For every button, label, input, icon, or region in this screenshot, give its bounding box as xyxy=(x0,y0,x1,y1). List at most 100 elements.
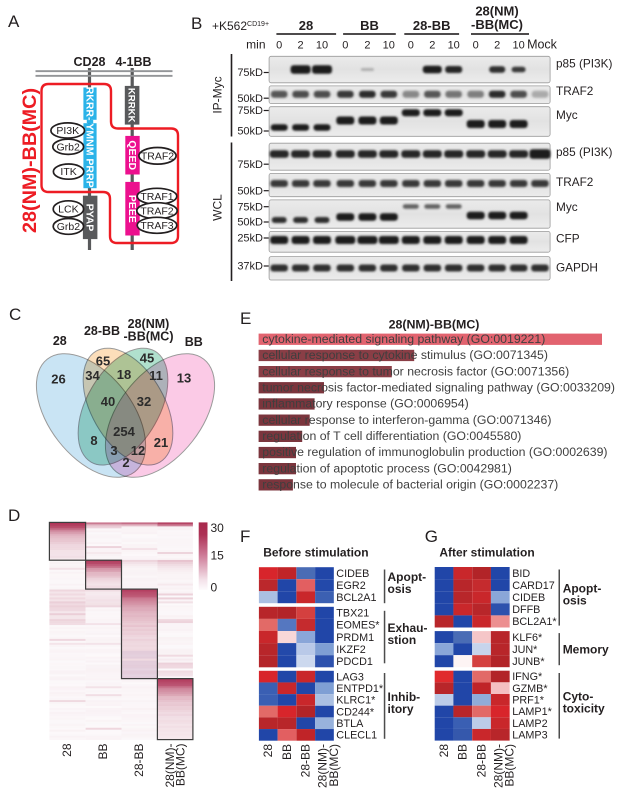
svg-text:25kD: 25kD xyxy=(237,233,263,245)
svg-text:osis: osis xyxy=(563,593,587,607)
svg-text:IFNG*: IFNG* xyxy=(512,671,543,683)
svg-text:BCL2A1*: BCL2A1* xyxy=(512,616,557,628)
svg-text:Before stimulation: Before stimulation xyxy=(263,546,368,560)
svg-text:GAPDH: GAPDH xyxy=(556,261,598,275)
svg-text:254: 254 xyxy=(113,424,135,439)
svg-text:BB(MC): BB(MC) xyxy=(174,744,188,787)
svg-text:regulation of apoptotic proces: regulation of apoptotic process (GO:0042… xyxy=(262,461,512,475)
svg-text:Grb2: Grb2 xyxy=(57,221,81,233)
svg-text:BB: BB xyxy=(456,744,470,760)
svg-text:Apopt-: Apopt- xyxy=(563,581,602,595)
svg-text:3: 3 xyxy=(110,443,117,458)
svg-text:tumor necrosis factor-mediated: tumor necrosis factor-mediated signaling… xyxy=(262,380,615,394)
svg-text:QEED: QEED xyxy=(126,140,138,170)
svg-text:Myc: Myc xyxy=(556,108,578,122)
svg-text:28: 28 xyxy=(437,744,451,758)
svg-text:10: 10 xyxy=(448,40,460,52)
svg-text:LAMP1*: LAMP1* xyxy=(512,706,552,718)
svg-text:28: 28 xyxy=(299,18,313,33)
svg-text:response to molecule of bacter: response to molecule of bacterial origin… xyxy=(262,478,558,492)
svg-text:PRF1*: PRF1* xyxy=(512,695,545,707)
svg-text:ITK: ITK xyxy=(60,166,76,178)
svg-text:0: 0 xyxy=(342,40,348,52)
svg-text:28-BB: 28-BB xyxy=(413,18,451,33)
svg-text:28: 28 xyxy=(60,743,74,757)
svg-text:28(NM)-: 28(NM)- xyxy=(492,744,506,788)
svg-text:ENTPD1*: ENTPD1* xyxy=(336,683,384,695)
svg-text:28-BB: 28-BB xyxy=(474,744,488,777)
svg-text:0: 0 xyxy=(408,40,414,52)
svg-text:BTLA: BTLA xyxy=(336,718,364,730)
svg-text:45: 45 xyxy=(140,351,154,366)
svg-text:cytokine-mediated signaling pa: cytokine-mediated signaling pathway (GO:… xyxy=(262,332,545,346)
svg-text:toxicity: toxicity xyxy=(563,702,605,716)
svg-text:Inhib-: Inhib- xyxy=(388,690,421,704)
svg-text:TRAF2: TRAF2 xyxy=(141,150,174,162)
svg-text:regulation of T cell different: regulation of T cell differentiation (GO… xyxy=(262,429,521,443)
svg-text:PYAP: PYAP xyxy=(83,204,95,232)
svg-text:CFP: CFP xyxy=(556,232,580,246)
svg-text:E: E xyxy=(240,309,251,328)
svg-text:inflammatory response (GO:0006: inflammatory response (GO:0006954) xyxy=(262,397,468,411)
svg-text:28(NM): 28(NM) xyxy=(128,317,170,331)
svg-text:DFFB: DFFB xyxy=(512,604,540,616)
svg-text:KLF6*: KLF6* xyxy=(512,632,543,644)
svg-text:PI3K: PI3K xyxy=(56,125,79,137)
svg-text:0: 0 xyxy=(473,40,479,52)
svg-text:75kD: 75kD xyxy=(237,201,263,213)
svg-text:TRAF1: TRAF1 xyxy=(140,191,173,203)
svg-text:osis: osis xyxy=(388,582,412,596)
svg-text:cellular response to tumor nec: cellular response to tumor necrosis fact… xyxy=(262,364,569,378)
svg-text:30: 30 xyxy=(211,521,225,535)
svg-text:28-BB: 28-BB xyxy=(84,324,120,338)
svg-text:28: 28 xyxy=(261,744,275,758)
svg-text:CIDEB: CIDEB xyxy=(336,568,369,580)
svg-text:13: 13 xyxy=(177,371,191,386)
svg-text:Grb2: Grb2 xyxy=(57,141,81,153)
svg-text:KRRKK: KRRKK xyxy=(126,88,137,123)
svg-text:LAMP3: LAMP3 xyxy=(512,730,547,742)
svg-text:Myc: Myc xyxy=(556,200,578,214)
svg-text:CLECL1: CLECL1 xyxy=(336,730,377,742)
svg-text:After stimulation: After stimulation xyxy=(439,546,534,560)
svg-text:28(NM)-BB(MC): 28(NM)-BB(MC) xyxy=(389,318,480,332)
svg-text:RKRR-: RKRR- xyxy=(83,87,95,121)
svg-text:32: 32 xyxy=(137,394,151,409)
svg-text:Apopt-: Apopt- xyxy=(388,570,427,584)
svg-text:TRAF2: TRAF2 xyxy=(556,175,593,189)
svg-text:BB(MC): BB(MC) xyxy=(503,744,517,787)
svg-text:C: C xyxy=(9,305,21,324)
svg-text:TRAF3: TRAF3 xyxy=(140,220,173,232)
svg-text:min: min xyxy=(246,38,265,52)
svg-text:JUNB*: JUNB* xyxy=(512,656,545,668)
svg-text:0: 0 xyxy=(211,581,218,595)
svg-text:28-BB: 28-BB xyxy=(132,744,146,777)
svg-text:75kD: 75kD xyxy=(237,67,263,79)
svg-text:cellular response to cytokine: cellular response to cytokine stimulus (… xyxy=(262,348,548,362)
svg-text:34: 34 xyxy=(85,368,100,383)
svg-text:0: 0 xyxy=(276,40,282,52)
svg-text:stion: stion xyxy=(388,633,417,647)
svg-text:itory: itory xyxy=(388,702,414,716)
svg-text:15: 15 xyxy=(211,549,225,563)
svg-text:Memory: Memory xyxy=(563,642,609,656)
svg-text:D: D xyxy=(8,506,20,525)
svg-text:PEEE: PEEE xyxy=(126,195,138,223)
svg-text:28: 28 xyxy=(53,334,67,348)
svg-text:2: 2 xyxy=(429,40,435,52)
svg-text:10: 10 xyxy=(512,40,524,52)
svg-text:65: 65 xyxy=(96,354,110,369)
svg-text:28-BB: 28-BB xyxy=(299,744,313,777)
svg-text:CARD17: CARD17 xyxy=(512,580,555,592)
svg-text:2: 2 xyxy=(122,455,129,470)
svg-text:-BB(MC): -BB(MC) xyxy=(471,17,523,32)
svg-text:50kD: 50kD xyxy=(237,185,263,197)
svg-text:12: 12 xyxy=(131,443,145,458)
svg-text:26: 26 xyxy=(51,372,65,387)
svg-text:-BB(MC): -BB(MC) xyxy=(124,330,174,344)
svg-text:37kD: 37kD xyxy=(237,261,263,273)
svg-text:21: 21 xyxy=(154,435,168,450)
svg-text:KLRC1*: KLRC1* xyxy=(336,695,376,707)
svg-text:B: B xyxy=(191,14,202,33)
svg-text:PRDM1: PRDM1 xyxy=(336,632,374,644)
